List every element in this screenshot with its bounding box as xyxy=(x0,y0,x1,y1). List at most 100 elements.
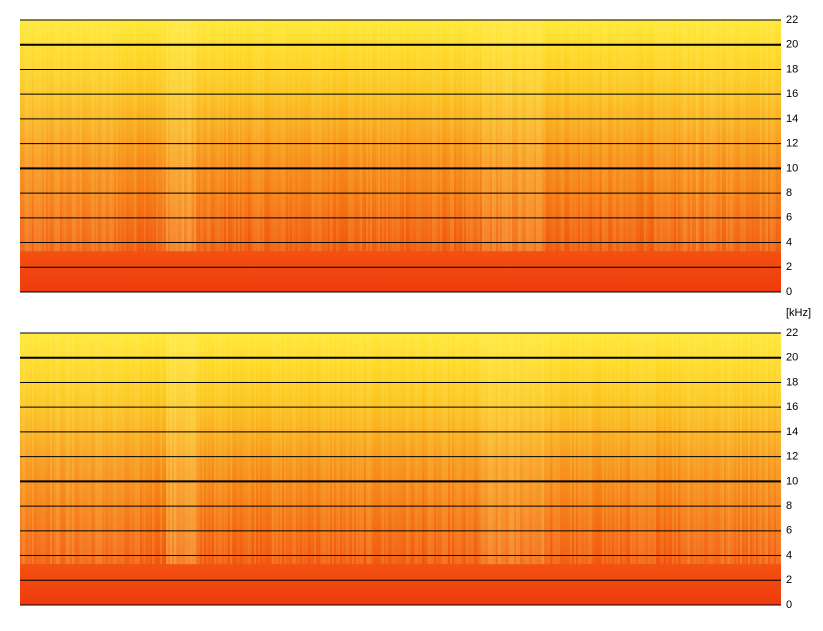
spectrum-column xyxy=(520,20,522,252)
spectrum-column xyxy=(410,20,412,252)
spectrum-column xyxy=(734,20,736,252)
spectrum-column xyxy=(682,20,684,252)
spectrum-column xyxy=(24,333,26,565)
spectrum-column xyxy=(578,333,580,565)
spectrum-column xyxy=(224,20,226,251)
spectrum-column xyxy=(194,333,196,565)
spectrum-column xyxy=(526,333,528,565)
spectrum-column xyxy=(280,20,282,252)
spectrum-column xyxy=(450,333,452,565)
spectrum-column xyxy=(260,333,262,564)
spectrum-column xyxy=(264,20,266,252)
spectrum-column xyxy=(356,20,358,252)
spectrum-column xyxy=(474,20,476,252)
spectrum-column xyxy=(530,333,532,565)
spectrum-column xyxy=(458,20,460,252)
spectrum-column xyxy=(176,333,178,565)
spectrum-column xyxy=(684,333,686,565)
spectrum-column xyxy=(426,20,428,252)
spectrum-column xyxy=(300,333,302,565)
spectrum-column xyxy=(164,20,166,252)
spectrum-column xyxy=(44,333,46,565)
spectrum-column xyxy=(696,333,698,565)
spectrum-column xyxy=(222,20,224,252)
spectrum-column xyxy=(722,20,724,252)
spectrum-column xyxy=(728,20,730,252)
spectrum-column xyxy=(514,20,516,252)
spectrum-column xyxy=(576,333,578,565)
spectrum-column xyxy=(160,20,162,252)
spectrum-column xyxy=(192,20,194,252)
spectrum-column xyxy=(150,20,152,252)
spectrum-column xyxy=(204,333,206,564)
spectrum-column xyxy=(382,333,384,565)
spectrum-column xyxy=(286,20,288,251)
spectrum-column xyxy=(236,20,238,252)
spectrum-column xyxy=(78,20,80,252)
spectrum-column xyxy=(342,333,344,565)
spectrum-column xyxy=(632,333,634,565)
spectrum-column xyxy=(118,20,120,252)
spectrum-column xyxy=(536,20,538,252)
spectrum-column xyxy=(532,333,534,565)
spectrum-column xyxy=(66,20,68,252)
spectrum-column xyxy=(754,333,756,565)
spectrum-column xyxy=(84,333,86,565)
spectrum-column xyxy=(180,20,182,252)
spectrum-column xyxy=(366,20,368,252)
spectrum-column xyxy=(414,333,416,565)
spectrum-column xyxy=(688,333,690,565)
spectrum-column xyxy=(304,333,306,565)
spectrum-column xyxy=(664,333,666,564)
spectrum-column xyxy=(120,20,122,252)
spectrum-column xyxy=(378,20,380,252)
spectrum-column xyxy=(156,20,158,252)
spectrum-column xyxy=(214,333,216,565)
spectrum-column xyxy=(348,333,350,565)
spectrum-column xyxy=(74,20,76,252)
spectrum-column xyxy=(708,20,710,252)
y-tick-label: 2 xyxy=(786,261,792,273)
spectrum-column xyxy=(650,20,652,251)
spectrum-column xyxy=(154,20,156,252)
spectrum-column xyxy=(68,20,70,252)
spectrum-column xyxy=(770,20,772,252)
spectrum-column xyxy=(212,20,214,252)
spectrum-column xyxy=(582,333,584,565)
spectrum-column xyxy=(422,333,424,564)
spectrum-column xyxy=(442,333,444,565)
spectrum-column xyxy=(780,333,782,565)
spectrum-column xyxy=(636,333,638,565)
spectrum-column xyxy=(512,20,514,252)
spectrum-column xyxy=(272,333,274,565)
spectrum-column xyxy=(154,333,156,565)
spectrum-column xyxy=(686,333,688,565)
spectrum-column xyxy=(58,20,60,252)
spectrum-column xyxy=(764,20,766,252)
spectrum-column xyxy=(106,20,108,252)
spectrum-column xyxy=(664,20,666,252)
spectrum-column xyxy=(584,333,586,565)
spectrum-column xyxy=(320,333,322,565)
spectrum-column xyxy=(470,20,472,252)
spectrum-column xyxy=(228,20,230,251)
spectrum-column xyxy=(44,20,46,252)
spectrum-column xyxy=(656,20,658,252)
spectrum-column xyxy=(504,20,506,252)
spectrum-column xyxy=(506,20,508,252)
spectrum-column xyxy=(88,333,90,565)
spectrum-column xyxy=(640,20,642,251)
spectrum-column xyxy=(408,20,410,251)
spectrum-column xyxy=(164,333,166,564)
spectrum-column xyxy=(710,20,712,252)
spectrum-column xyxy=(404,333,406,565)
spectrum-column xyxy=(368,20,370,252)
spectrum-column xyxy=(232,20,234,252)
spectrum-column xyxy=(116,20,118,252)
spectrum-column xyxy=(662,333,664,565)
spectrum-column xyxy=(90,333,92,565)
spectrum-column xyxy=(210,20,212,252)
spectrum-column xyxy=(94,333,96,565)
spectrum-column xyxy=(184,20,186,252)
spectrum-column xyxy=(398,333,400,565)
